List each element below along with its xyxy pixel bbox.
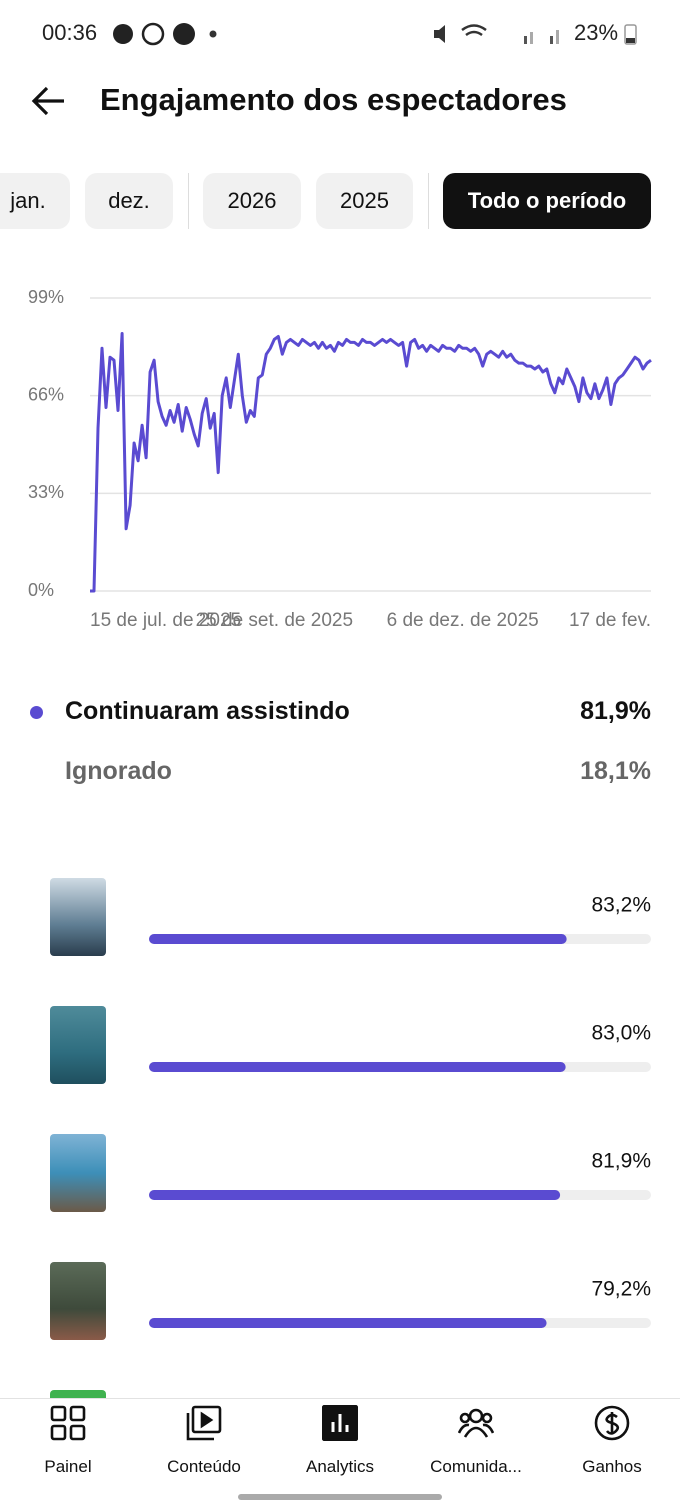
video-thumbnail[interactable] bbox=[50, 1006, 106, 1084]
nav-label: Analytics bbox=[305, 1457, 375, 1476]
video-thumbnail[interactable] bbox=[50, 1134, 106, 1212]
legend-value: 81,9% bbox=[580, 697, 651, 725]
nav-icon bbox=[322, 1405, 358, 1441]
status-time: 00:36 bbox=[42, 20, 98, 45]
retention-bars: 83,2% 83,0% 81,9% 79,2% bbox=[149, 894, 651, 1328]
back-button[interactable] bbox=[30, 84, 70, 118]
nav-label: Conteúdo bbox=[167, 1457, 241, 1476]
x-tick-label: 6 de dez. de 2025 bbox=[387, 610, 539, 631]
status-icons bbox=[113, 22, 217, 46]
filter-chip[interactable]: Todo o período bbox=[443, 173, 651, 229]
y-tick-label: 99% bbox=[28, 287, 64, 307]
legend-dot bbox=[30, 706, 43, 719]
page-title: Engajamento dos espectadores bbox=[100, 82, 567, 117]
status-battery: 23% bbox=[574, 20, 619, 45]
nav-item[interactable]: Conteúdo bbox=[136, 1405, 272, 1476]
nav-icon bbox=[50, 1405, 86, 1441]
y-tick-label: 0% bbox=[28, 580, 54, 600]
separator bbox=[428, 173, 429, 229]
x-tick-label: 25 de set. de 2025 bbox=[196, 610, 353, 631]
bar-label: 81,9% bbox=[591, 1150, 651, 1173]
legend-label: Ignorado bbox=[65, 757, 172, 785]
data-line bbox=[90, 332, 652, 593]
x-tick-label: 17 de fev. bbox=[569, 610, 651, 631]
filter-chip[interactable]: 2026 bbox=[203, 173, 301, 229]
nav-icon bbox=[458, 1408, 494, 1438]
video-thumbnail[interactable] bbox=[50, 1262, 106, 1340]
nav-item[interactable]: Comunida... bbox=[408, 1405, 544, 1476]
legend-label: Continuaram assistindo bbox=[65, 697, 350, 725]
y-tick-label: 33% bbox=[28, 482, 64, 502]
bar-label: 83,0% bbox=[591, 1022, 651, 1045]
legend-value: 18,1% bbox=[580, 757, 651, 785]
nav-label: Comunida... bbox=[430, 1457, 522, 1476]
y-tick-label: 66% bbox=[28, 384, 64, 404]
nav-icon bbox=[594, 1405, 630, 1441]
filter-chip[interactable]: dez. bbox=[85, 173, 173, 229]
battery-icon bbox=[624, 24, 637, 45]
home-indicator bbox=[238, 1494, 442, 1500]
x-tick-label: 15 de jul. de 2025 bbox=[90, 610, 241, 631]
video-thumbnail[interactable] bbox=[50, 878, 106, 956]
filter-chip[interactable]: 2025 bbox=[316, 173, 413, 229]
bar bbox=[149, 1190, 561, 1200]
separator bbox=[188, 173, 189, 229]
status-signal bbox=[434, 24, 559, 44]
nav-item[interactable]: Analytics bbox=[272, 1405, 408, 1476]
bar bbox=[149, 934, 567, 944]
bar-label: 79,2% bbox=[591, 1278, 651, 1301]
bar bbox=[149, 1318, 547, 1328]
bar bbox=[149, 1062, 566, 1072]
nav-item[interactable]: Painel bbox=[0, 1405, 136, 1476]
nav-icon bbox=[186, 1405, 222, 1441]
nav-label: Painel bbox=[44, 1457, 92, 1476]
nav-item[interactable]: Ganhos bbox=[544, 1405, 680, 1476]
nav-label: Ganhos bbox=[582, 1457, 642, 1476]
filter-chip[interactable]: jan. bbox=[0, 173, 70, 229]
bar-label: 83,2% bbox=[591, 894, 651, 917]
